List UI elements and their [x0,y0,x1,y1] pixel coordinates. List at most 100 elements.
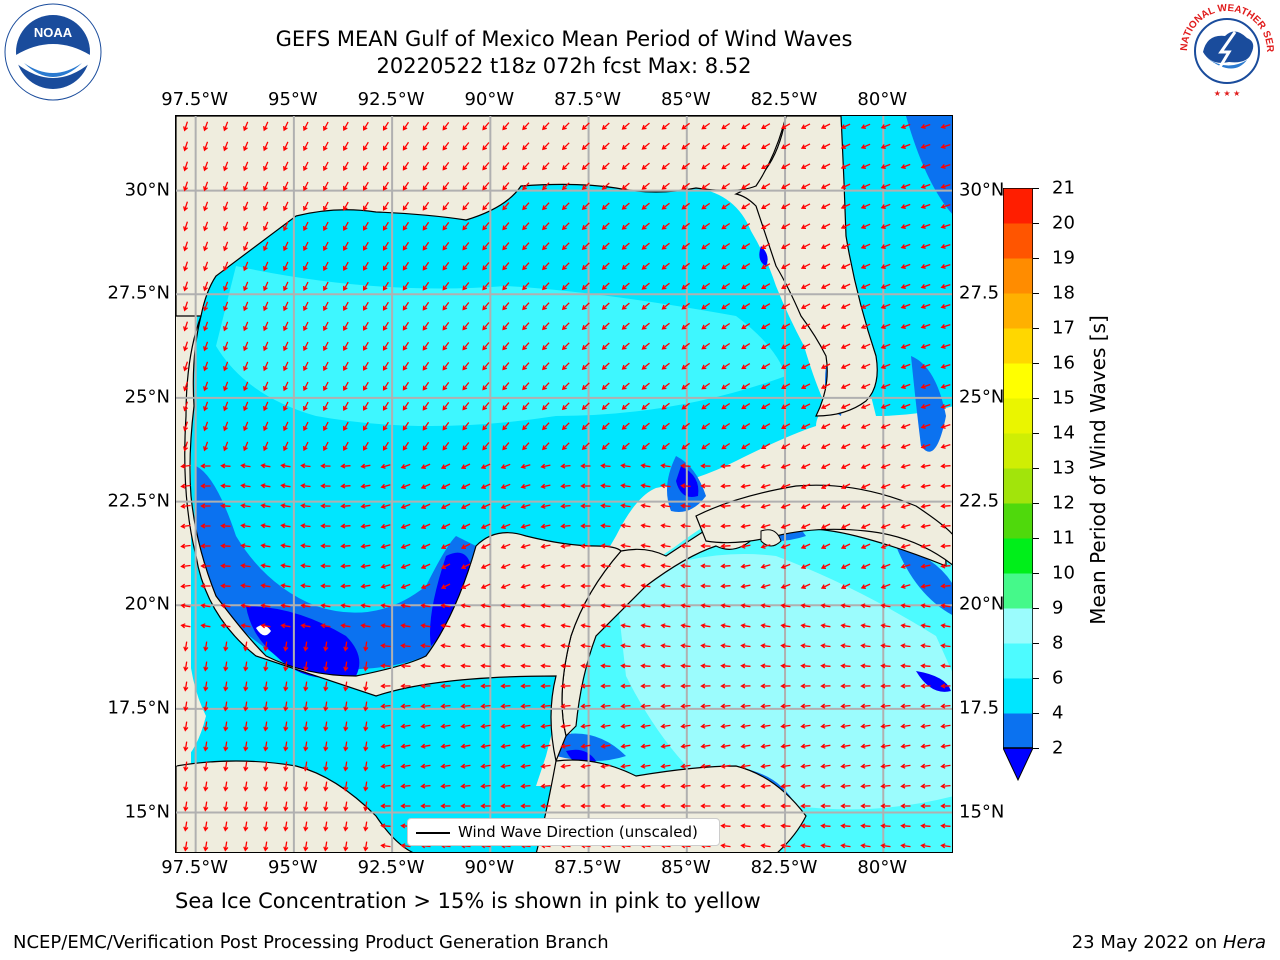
wind-arrow [780,783,791,789]
wind-arrow [780,643,791,649]
wind-arrow [343,841,349,852]
wind-arrow [522,182,530,191]
wind-arrow [200,563,211,569]
wind-arrow [303,401,309,412]
wind-arrow [303,661,309,672]
wind-arrow [462,242,470,251]
wind-arrow [940,543,951,549]
wind-arrow [601,202,610,210]
wind-arrow [462,382,470,391]
wind-arrow [283,241,289,252]
wind-arrow [741,363,751,370]
wind-arrow [800,703,811,709]
wind-arrow [422,201,430,211]
wind-arrow [741,203,751,210]
wind-arrow [542,182,550,191]
wind-arrow [442,282,450,291]
wind-arrow [223,441,229,452]
wind-arrow [601,122,610,130]
colorbar-segment [1003,258,1033,294]
wind-arrow [940,723,951,729]
wind-arrow [343,201,349,211]
wind-arrow [820,363,831,369]
wind-arrow [760,603,771,609]
wind-arrow [263,261,269,272]
wind-arrow [600,763,611,769]
wind-arrow [880,563,891,569]
wind-arrow [680,703,691,709]
wind-arrow [860,383,871,389]
wind-arrow [840,323,851,329]
wind-arrow [761,243,771,249]
wind-arrow [542,202,550,211]
wind-arrow [303,341,309,352]
wind-arrow [880,403,891,409]
wind-arrow [422,181,430,191]
wind-arrow [482,442,490,451]
wind-arrow [183,801,189,812]
wind-arrow [621,122,630,130]
wind-arrow [601,342,610,350]
wind-arrow [240,563,251,569]
wind-arrow [880,583,891,589]
wind-arrow [621,162,630,170]
wind-arrow [462,222,470,231]
colorbar-label: Mean Period of Wind Waves [s] [1086,315,1110,625]
wind-arrow [800,203,811,209]
wind-arrow [580,463,591,469]
wind-arrow [183,701,189,712]
wind-arrow [480,483,491,489]
wind-arrow [482,202,490,211]
wind-arrow [661,182,670,190]
wind-arrow [620,483,631,489]
wind-arrow [183,721,189,732]
wind-arrow [363,441,369,451]
wind-arrow [560,763,571,769]
wind-arrow [840,383,851,389]
wind-arrow [520,603,531,609]
wind-arrow [500,623,511,629]
wind-arrow [380,523,391,529]
wind-arrow [741,243,751,250]
wind-arrow [780,743,791,749]
wind-arrow [402,341,410,351]
wind-arrow [920,123,931,129]
wind-arrow [920,423,931,429]
wind-arrow [820,443,831,449]
wind-arrow [420,483,431,489]
wind-arrow [641,142,650,150]
wind-arrow [900,183,911,189]
wind-arrow [343,381,349,391]
wind-arrow [303,241,309,252]
wind-arrow [721,202,731,210]
wind-arrow [661,442,670,450]
wind-arrow [320,563,331,569]
lon-label-bottom: 95°W [268,857,318,878]
wind-arrow [920,603,931,609]
wind-arrow [700,483,711,489]
lat-label-left: 30°N [124,179,170,201]
wind-arrow [343,301,349,311]
wind-arrow [720,603,731,609]
wind-arrow [580,543,591,549]
wind-arrow [860,123,871,129]
wind-arrow [240,483,251,489]
wind-arrow [940,263,951,269]
wind-arrow [500,683,511,689]
wind-arrow [940,843,951,849]
wind-arrow [480,583,491,589]
wind-arrow [800,803,811,809]
wind-arrow [520,503,531,509]
wind-arrow [340,503,351,509]
wind-arrow [203,741,209,752]
wind-arrow [500,603,511,609]
wind-arrow [380,583,391,589]
wind-arrow [363,801,369,812]
wind-arrow [303,221,309,232]
wind-arrow [721,242,731,250]
wind-arrow [480,703,491,709]
wind-arrow [900,503,911,509]
wind-arrow [920,283,931,289]
wind-arrow [363,841,369,852]
wind-arrow [681,142,690,150]
